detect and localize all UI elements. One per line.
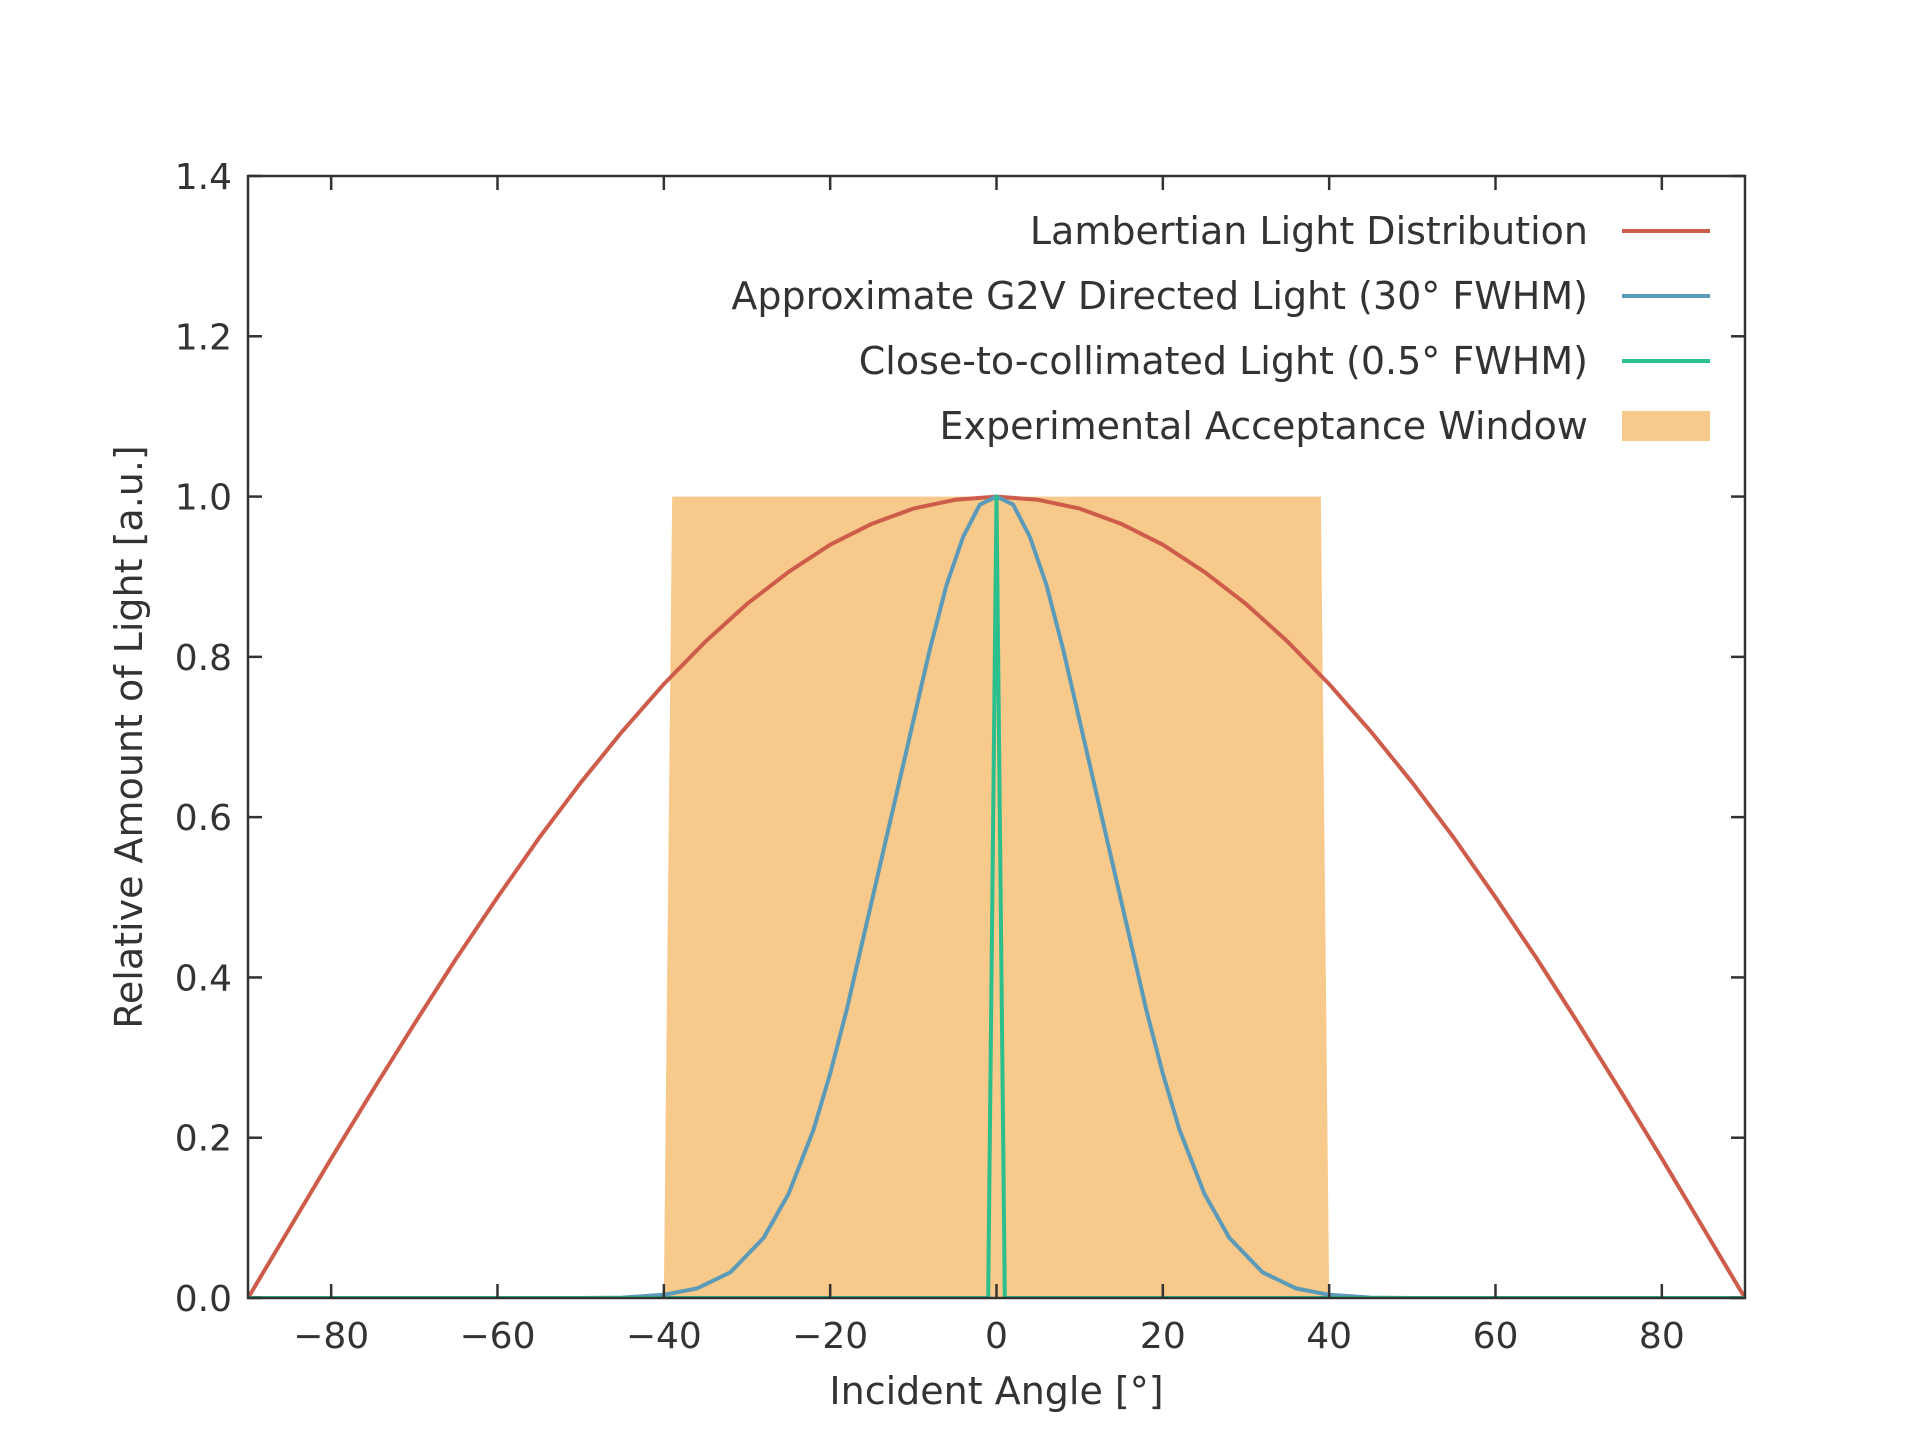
y-axis-label: Relative Amount of Light [a.u.] xyxy=(107,445,151,1029)
y-tick-label: 0.2 xyxy=(175,1119,232,1160)
axes: −80 −60 −40 −20 0 20 40 60 80 0.0 0.2 0.4 0.6 0.8 1.0 1… xyxy=(175,157,1747,1357)
series-line-3 xyxy=(248,494,1745,1298)
legend-label: Lambertian Light Distribution xyxy=(1030,209,1588,253)
legend-item-2: Approximate G2V Directed Light (30° FWHM… xyxy=(731,274,1710,318)
x-tick-label: 20 xyxy=(1140,1316,1186,1357)
x-axis-label: Incident Angle [°] xyxy=(829,1369,1163,1413)
y-tick-label: 1.4 xyxy=(175,157,232,198)
x-tick-label: 0 xyxy=(985,1316,1008,1357)
y-tick-label: 0.8 xyxy=(175,638,232,679)
y-tick-label: 1.2 xyxy=(175,317,232,358)
x-tick-label: −80 xyxy=(293,1316,369,1357)
legend-patch-swatch xyxy=(1622,411,1710,441)
y-tick-label: 0.0 xyxy=(175,1279,232,1320)
x-tick-label: −40 xyxy=(626,1316,702,1357)
legend-item-1: Lambertian Light Distribution xyxy=(1030,209,1710,253)
legend-label: Close-to-collimated Light (0.5° FWHM) xyxy=(859,339,1588,383)
acceptance-window-area xyxy=(663,496,1330,1298)
y-tick-label: 0.6 xyxy=(175,798,232,839)
legend-item-4: Experimental Acceptance Window xyxy=(939,404,1710,448)
x-tick-label: −20 xyxy=(792,1316,868,1357)
x-tick-label: 60 xyxy=(1473,1316,1519,1357)
plot-area xyxy=(248,494,1745,1298)
x-tick-label: 80 xyxy=(1639,1316,1685,1357)
legend-label: Experimental Acceptance Window xyxy=(939,404,1588,448)
y-tick-label: 1.0 xyxy=(175,478,232,519)
legend-item-3: Close-to-collimated Light (0.5° FWHM) xyxy=(859,339,1710,383)
legend-label: Approximate G2V Directed Light (30° FWHM… xyxy=(731,274,1588,318)
plot-content xyxy=(248,494,1745,1298)
x-tick-label: −60 xyxy=(460,1316,536,1357)
x-tick-label: 40 xyxy=(1306,1316,1352,1357)
legend: Lambertian Light Distribution Approximate… xyxy=(731,209,1710,448)
y-tick-label: 0.4 xyxy=(175,958,232,999)
